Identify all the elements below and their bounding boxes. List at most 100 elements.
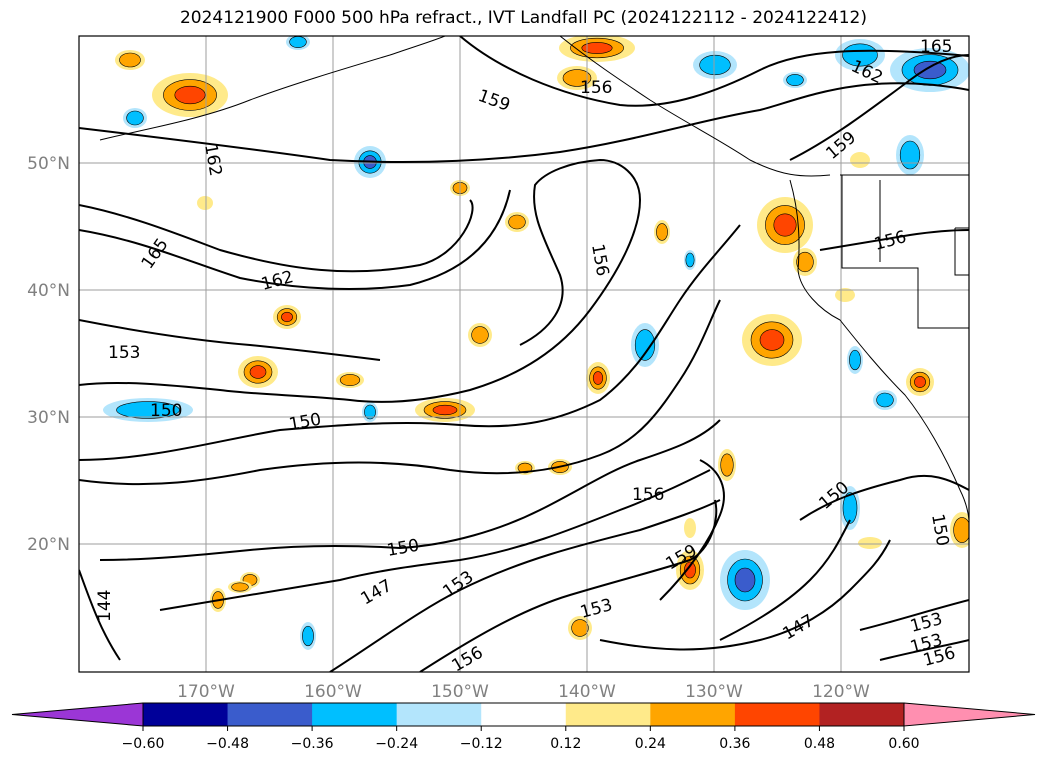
lon-label: 120°W bbox=[812, 682, 870, 702]
positive-anomaly-fill bbox=[197, 196, 213, 210]
negative-anomaly-fill bbox=[699, 54, 731, 76]
positive-anomaly-fill bbox=[835, 288, 855, 302]
negative-anomaly-fill bbox=[116, 401, 180, 419]
colorbar-segment bbox=[396, 703, 482, 726]
negative-anomaly-fill bbox=[289, 36, 307, 48]
colorbar-segment bbox=[143, 703, 229, 726]
latitude-labels: 50°N 40°N 30°N 20°N bbox=[27, 154, 70, 555]
contour-label: 150 bbox=[150, 401, 182, 421]
lat-label: 20°N bbox=[27, 535, 70, 555]
positive-anomaly-fill bbox=[759, 329, 785, 351]
contour-label: 156 bbox=[449, 643, 487, 677]
colorbar-tick-label: 0.36 bbox=[719, 736, 750, 752]
contour-label: 153 bbox=[108, 343, 140, 363]
negative-anomaly-fill bbox=[913, 60, 947, 80]
gridlines bbox=[79, 36, 969, 672]
contour-label: 156 bbox=[872, 227, 909, 255]
colorbar-segment bbox=[734, 703, 820, 726]
positive-anomaly-fill bbox=[508, 214, 526, 230]
lat-label: 50°N bbox=[27, 154, 70, 174]
positive-anomaly-fill bbox=[471, 326, 489, 344]
colorbar-tick-label: 0.60 bbox=[888, 736, 919, 752]
negative-anomaly-fill bbox=[786, 74, 804, 86]
contour-label: 153 bbox=[578, 595, 615, 623]
negative-anomaly-fill bbox=[849, 349, 861, 371]
colorbar-tick-label: −0.24 bbox=[375, 736, 418, 752]
map-frame bbox=[78, 35, 970, 673]
contour-label: 162 bbox=[259, 267, 296, 295]
lon-label: 170°W bbox=[177, 682, 235, 702]
positive-anomaly-fill bbox=[773, 213, 797, 237]
lon-label: 140°W bbox=[558, 682, 616, 702]
colorbar-tick-label: 0.24 bbox=[635, 736, 666, 752]
negative-anomaly-fill bbox=[734, 567, 756, 593]
negative-anomaly-fill bbox=[876, 392, 894, 408]
negative-anomaly-fill bbox=[842, 43, 878, 67]
lon-label: 130°W bbox=[685, 682, 743, 702]
positive-anomaly-fill bbox=[339, 374, 361, 386]
positive-anomaly-fill bbox=[571, 619, 589, 637]
contour-label: 156 bbox=[632, 485, 664, 505]
positive-anomaly-fill bbox=[581, 42, 613, 54]
map-title: 2024121900 F000 500 hPa refract., IVT La… bbox=[179, 8, 867, 28]
positive-anomaly-fill bbox=[592, 371, 604, 385]
contour-labels: 165 162 159 156 162 165 162 156 159 156 … bbox=[95, 37, 958, 676]
contour-label: 165 bbox=[920, 37, 952, 57]
negative-anomaly-fill bbox=[126, 110, 144, 126]
contour-label: 150 bbox=[287, 410, 322, 435]
positive-anomaly-fill bbox=[858, 537, 882, 549]
colorbar-segment bbox=[312, 703, 398, 726]
positive-anomaly-fill bbox=[249, 365, 267, 379]
colorbar-tick-label: 0.48 bbox=[804, 736, 835, 752]
negative-anomaly-fill bbox=[899, 140, 921, 170]
colorbar-extend-min bbox=[11, 702, 144, 727]
positive-anomaly-fill bbox=[684, 518, 696, 538]
contour-label: 159 bbox=[475, 86, 512, 116]
positive-anomaly-fill bbox=[796, 251, 814, 273]
negative-anomaly-fill bbox=[842, 492, 858, 524]
negative-anomaly-fill bbox=[364, 404, 376, 420]
contour-label: 156 bbox=[580, 78, 612, 98]
colorbar-segment bbox=[650, 703, 736, 726]
positive-anomaly-fill bbox=[231, 582, 249, 592]
contour-label: 147 bbox=[780, 611, 818, 645]
colorbar-segment bbox=[565, 703, 651, 726]
positive-anomaly-fill bbox=[720, 453, 734, 477]
positive-anomaly-fill bbox=[562, 69, 592, 87]
negative-anomaly-fill bbox=[302, 625, 314, 647]
positive-anomaly-fill bbox=[281, 311, 293, 323]
contour-label: 162 bbox=[200, 142, 225, 177]
colorbar-tick-label: −0.48 bbox=[206, 736, 249, 752]
colorbar-tick-label: −0.36 bbox=[291, 736, 334, 752]
positive-anomaly-fill bbox=[953, 517, 969, 543]
contour-label: 150 bbox=[927, 512, 952, 547]
positive-anomaly-fill bbox=[656, 223, 668, 241]
colorbar: −0.60 −0.48 −0.36 −0.24 −0.12 0.12 0.24 0.36 0.4… bbox=[11, 702, 1036, 752]
negative-anomaly-fill bbox=[634, 329, 656, 361]
colorbar-tick-label: −0.60 bbox=[122, 736, 165, 752]
coastline-layer bbox=[99, 36, 969, 521]
colorbar-tick-label: 0.12 bbox=[550, 736, 581, 752]
contour-label: 147 bbox=[358, 576, 396, 610]
colorbar-segment bbox=[227, 703, 313, 726]
colorbar-segment bbox=[481, 703, 567, 726]
negative-anomaly-fill bbox=[685, 252, 695, 268]
contour-label: 150 bbox=[385, 536, 420, 561]
lat-label: 30°N bbox=[27, 408, 70, 428]
positive-anomaly-fill bbox=[850, 152, 870, 168]
positive-anomaly-fill bbox=[914, 376, 926, 388]
lat-label: 40°N bbox=[27, 281, 70, 301]
lon-label: 160°W bbox=[304, 682, 362, 702]
colorbar-frame bbox=[142, 702, 905, 727]
colorbar-segment bbox=[819, 703, 905, 726]
positive-anomaly-fill bbox=[684, 561, 696, 579]
positive-anomaly-fill bbox=[119, 52, 141, 68]
longitude-labels: 170°W 160°W 150°W 140°W 130°W 120°W bbox=[177, 682, 870, 702]
colorbar-tick-label: −0.12 bbox=[460, 736, 503, 752]
contour-label: 144 bbox=[95, 590, 115, 622]
positive-anomaly-fill bbox=[174, 85, 206, 105]
colorbar-extend-max bbox=[903, 702, 1036, 727]
positive-anomaly-fill bbox=[432, 404, 458, 416]
contour-label: 156 bbox=[587, 242, 612, 277]
